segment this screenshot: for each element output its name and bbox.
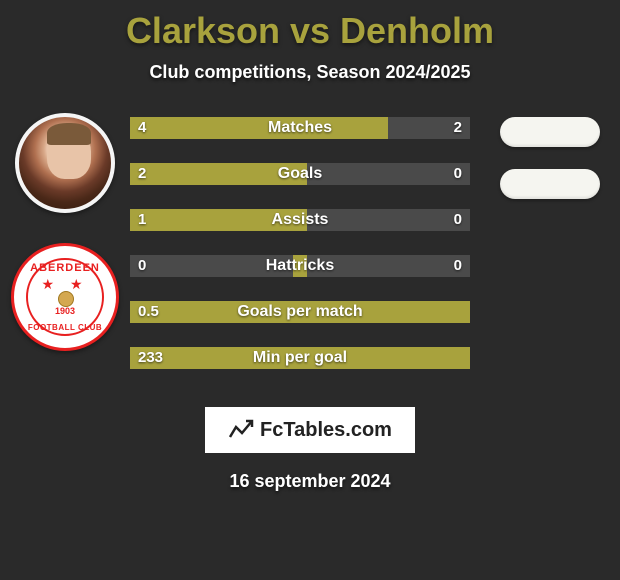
right-column xyxy=(480,113,620,221)
stat-row: 0.5Goals per match xyxy=(130,301,480,323)
infographic-container: Clarkson vs Denholm Club competitions, S… xyxy=(0,0,620,492)
stat-label: Min per goal xyxy=(130,347,470,369)
stat-bar: 233Min per goal xyxy=(130,347,470,369)
player1-club-badge: ABERDEEN ★ ★ 1903 FOOTBALL CLUB xyxy=(11,243,119,351)
stat-bar: 10Assists xyxy=(130,209,470,231)
player2-placeholder-pill xyxy=(500,117,600,147)
stat-label: Goals per match xyxy=(130,301,470,323)
subtitle: Club competitions, Season 2024/2025 xyxy=(0,62,620,83)
stat-row: 00Hattricks xyxy=(130,255,480,277)
club-badge-ball-icon xyxy=(58,291,74,307)
stat-row: 42Matches xyxy=(130,117,480,139)
stat-bar: 00Hattricks xyxy=(130,255,470,277)
page-title: Clarkson vs Denholm xyxy=(0,10,620,52)
stat-row: 10Assists xyxy=(130,209,480,231)
footer-date: 16 september 2024 xyxy=(0,471,620,492)
stat-label: Assists xyxy=(130,209,470,231)
club-badge-top-text: ABERDEEN xyxy=(14,262,116,274)
fctables-logo-icon xyxy=(228,419,254,441)
content-row: ABERDEEN ★ ★ 1903 FOOTBALL CLUB 42Matche… xyxy=(0,113,620,393)
stats-column: 42Matches 20Goals 10Assists 00Hattricks 0.5G… xyxy=(130,113,480,393)
left-column: ABERDEEN ★ ★ 1903 FOOTBALL CLUB xyxy=(0,113,130,351)
stat-label: Matches xyxy=(130,117,470,139)
player2-club-placeholder-pill xyxy=(500,169,600,199)
club-badge-year: 1903 xyxy=(14,306,116,316)
stat-label: Goals xyxy=(130,163,470,185)
stat-label: Hattricks xyxy=(130,255,470,277)
stat-row: 20Goals xyxy=(130,163,480,185)
footer-brand-text: FcTables.com xyxy=(260,419,392,442)
stat-bar: 20Goals xyxy=(130,163,470,185)
club-badge-bottom-text: FOOTBALL CLUB xyxy=(14,323,116,332)
stat-bar: 42Matches xyxy=(130,117,470,139)
stat-bar: 0.5Goals per match xyxy=(130,301,470,323)
stat-row: 233Min per goal xyxy=(130,347,480,369)
player1-avatar xyxy=(15,113,115,213)
footer-brand: FcTables.com xyxy=(205,407,415,453)
